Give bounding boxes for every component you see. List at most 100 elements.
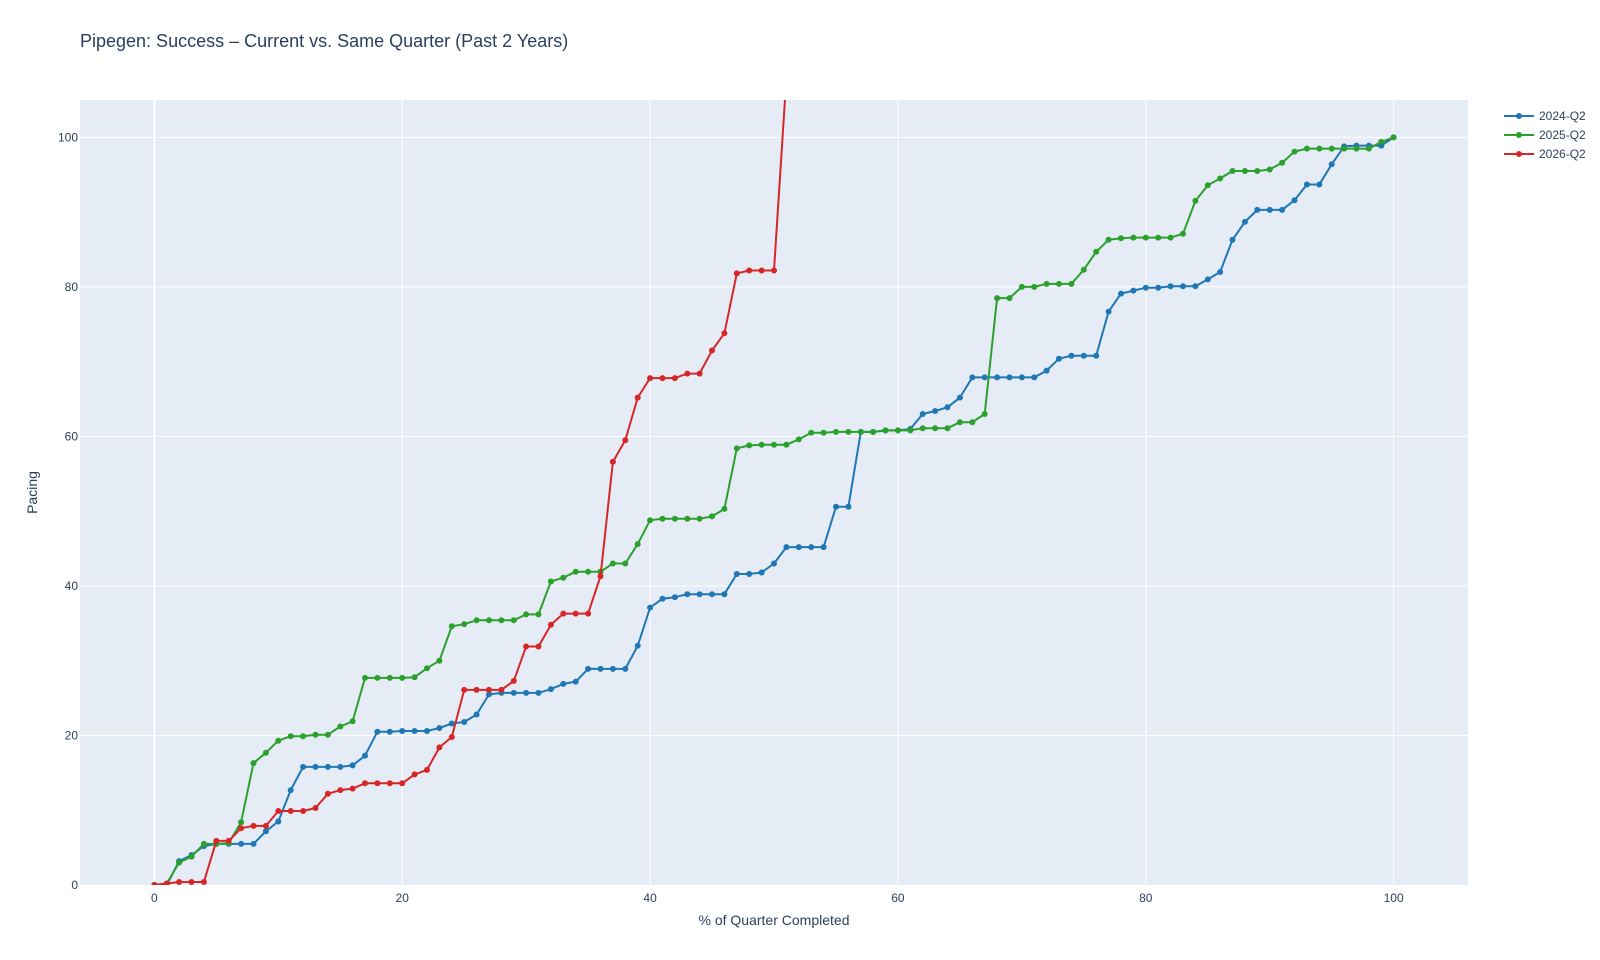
data-point <box>746 442 753 449</box>
data-point <box>461 719 468 725</box>
series-line <box>154 100 786 885</box>
data-point <box>275 737 282 744</box>
data-point <box>324 763 331 770</box>
data-point <box>386 780 393 787</box>
data-point <box>572 568 579 575</box>
legend-item-2025-Q2[interactable]: 2025-Q2 <box>1504 128 1586 142</box>
data-point <box>1390 134 1397 141</box>
data-point <box>461 686 468 693</box>
data-point <box>1018 374 1025 381</box>
data-point <box>547 621 554 628</box>
data-point <box>275 818 282 825</box>
data-point <box>547 686 554 693</box>
series-group <box>151 75 1397 885</box>
data-point <box>919 411 926 417</box>
data-point <box>486 686 492 693</box>
data-point <box>758 441 765 448</box>
data-point <box>312 731 319 738</box>
data-point <box>684 515 691 522</box>
data-point <box>696 370 703 377</box>
data-point <box>671 594 678 601</box>
y-tick-label: 40 <box>65 579 79 593</box>
data-point <box>932 425 939 432</box>
data-point <box>795 544 802 551</box>
data-point <box>597 573 604 580</box>
data-point <box>486 691 492 698</box>
data-point <box>795 436 802 443</box>
data-point <box>733 270 740 277</box>
data-point <box>262 828 269 835</box>
data-point <box>374 674 381 681</box>
data-point <box>424 665 430 672</box>
data-point <box>1068 280 1075 287</box>
data-point <box>1266 206 1273 213</box>
data-point <box>721 505 728 512</box>
data-point <box>188 853 195 860</box>
data-point <box>1303 181 1310 188</box>
data-point <box>1056 280 1062 287</box>
data-point <box>262 822 269 829</box>
data-point <box>808 429 815 436</box>
data-point <box>1018 283 1025 290</box>
data-point <box>671 375 678 382</box>
data-point <box>1303 145 1310 152</box>
data-point <box>585 665 592 672</box>
data-point <box>572 610 579 617</box>
y-tick-label: 20 <box>65 728 79 742</box>
data-point <box>1142 284 1149 291</box>
data-point <box>473 617 480 624</box>
data-point <box>994 374 1001 381</box>
data-point <box>523 643 530 650</box>
legend-item-2024-Q2[interactable]: 2024-Q2 <box>1504 109 1586 123</box>
data-point <box>1031 283 1038 290</box>
data-point <box>783 75 789 81</box>
y-axis-ticks: 0 20 40 60 80 100 <box>58 130 78 892</box>
data-point <box>659 375 666 382</box>
data-point <box>907 427 914 434</box>
data-point <box>1229 236 1236 243</box>
legend-label: 2025-Q2 <box>1539 128 1586 142</box>
data-point <box>374 780 381 787</box>
data-point <box>1167 234 1174 241</box>
data-point <box>1105 236 1112 243</box>
data-point <box>300 763 307 770</box>
data-point <box>176 879 183 885</box>
data-point <box>783 441 790 448</box>
data-point <box>709 591 715 598</box>
data-point <box>1217 175 1224 182</box>
data-point <box>932 408 939 414</box>
data-point <box>436 725 443 731</box>
legend[interactable]: 2024-Q2 2025-Q2 2026-Q2 <box>1504 109 1586 161</box>
data-point <box>473 711 480 718</box>
data-point <box>176 859 183 866</box>
data-point <box>1130 287 1137 294</box>
legend-item-2026-Q2[interactable]: 2026-Q2 <box>1504 147 1586 161</box>
data-point <box>622 560 629 567</box>
data-point <box>399 780 406 787</box>
data-point <box>647 375 654 382</box>
data-point <box>622 437 629 444</box>
data-point <box>362 780 368 787</box>
data-point <box>250 822 257 829</box>
x-tick-label: 100 <box>1384 891 1404 905</box>
data-point <box>783 544 790 551</box>
data-point <box>1328 145 1335 152</box>
data-point <box>659 515 666 522</box>
data-point <box>1118 235 1124 242</box>
data-point <box>609 458 616 465</box>
data-point <box>1155 234 1162 241</box>
data-point <box>709 513 715 520</box>
data-point <box>1365 145 1372 152</box>
data-point <box>238 825 245 832</box>
data-point <box>287 808 294 814</box>
data-point <box>919 425 926 432</box>
data-point <box>634 541 641 548</box>
data-point <box>560 610 567 617</box>
x-axis-title: % of Quarter Completed <box>699 912 850 928</box>
data-point <box>845 428 852 435</box>
data-point <box>1204 276 1211 283</box>
grid <box>80 100 1468 885</box>
data-point <box>486 617 492 624</box>
x-tick-label: 40 <box>643 891 657 905</box>
legend-marker <box>1516 151 1522 157</box>
